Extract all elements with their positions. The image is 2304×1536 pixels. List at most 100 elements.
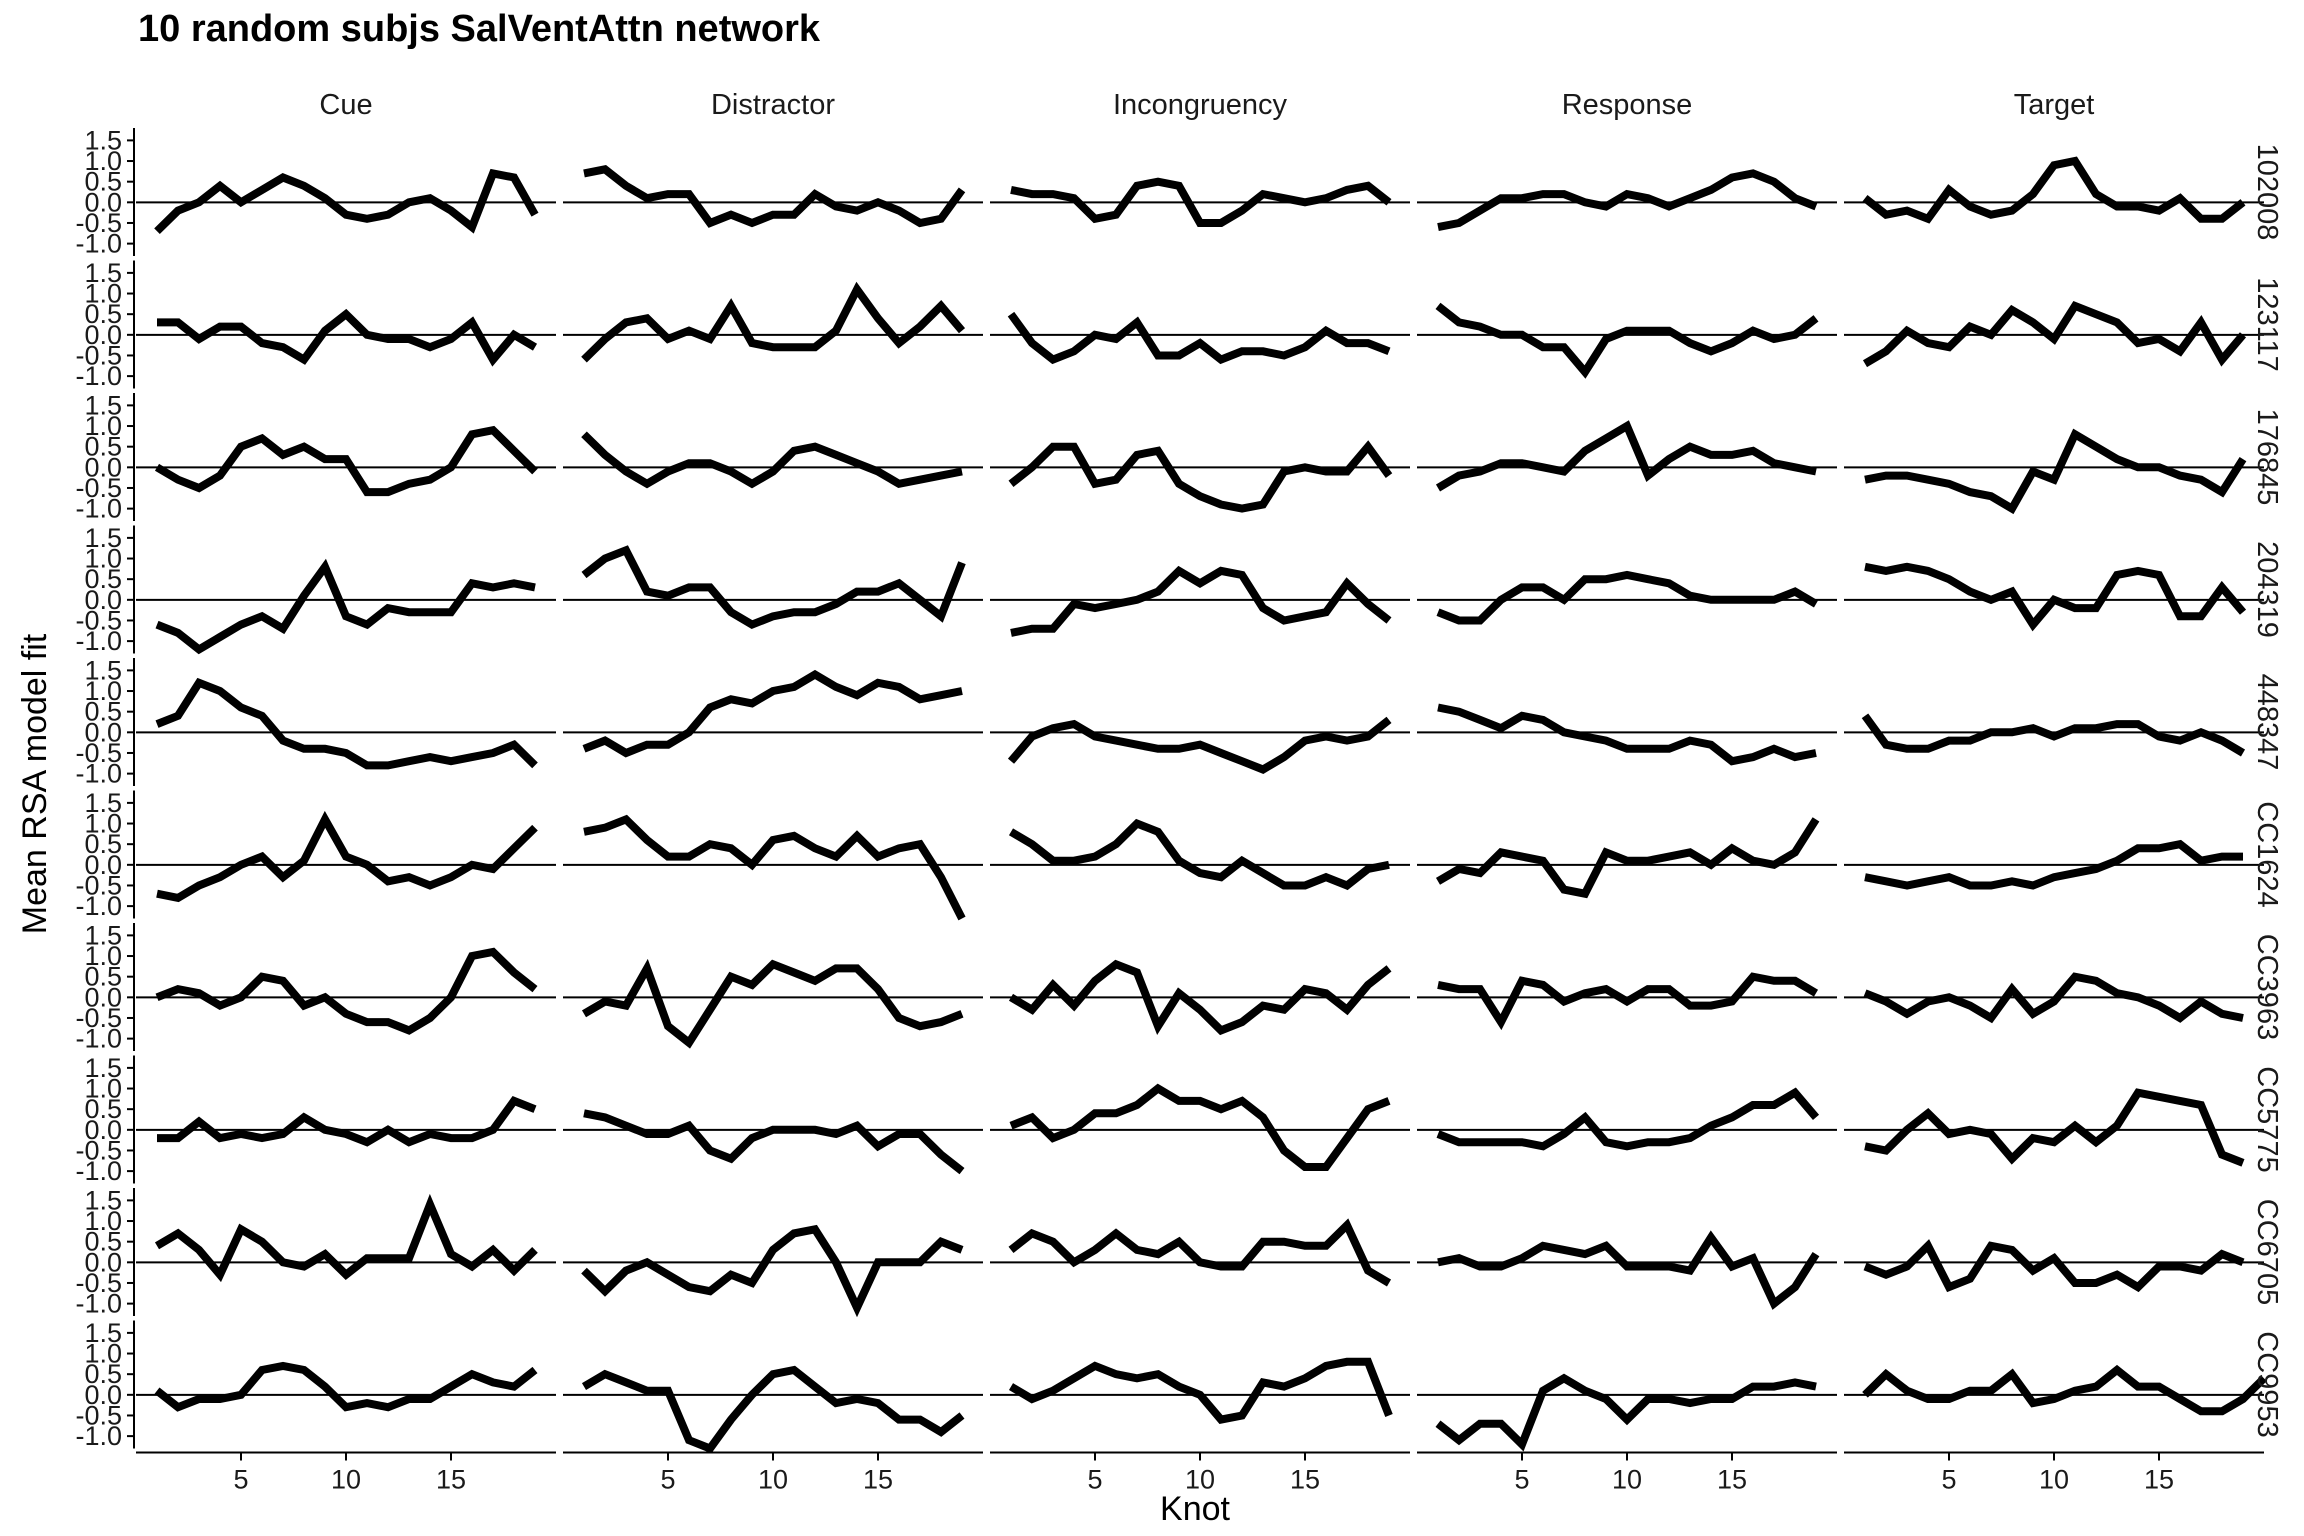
y-tick-label: 0.5 [84, 1227, 122, 1257]
y-tick-label: 1.5 [84, 788, 122, 818]
series-line-cc6705-target [1863, 1239, 2245, 1293]
series-line-176845-distractor [581, 431, 963, 489]
y-tick-label: 1.0 [84, 809, 122, 839]
y-tick-label: -0.5 [75, 208, 122, 238]
y-tick-label: -0.5 [75, 870, 122, 900]
series-line-cc3963-response [1437, 972, 1819, 1031]
series-line-176845-incongruency [1008, 440, 1393, 513]
y-tick-label: 0.5 [84, 564, 122, 594]
y-axis-title: Mean RSA model fit [16, 633, 54, 934]
series-line-cc5775-cue [157, 1096, 537, 1147]
y-tick-label: 1.0 [84, 1339, 122, 1369]
y-tick-label: 0.0 [84, 320, 122, 350]
series-line-176845-target [1864, 428, 2247, 515]
x-tick-label: 15 [1717, 1465, 1747, 1495]
series-line-176845-cue [154, 425, 538, 497]
x-tick-label: 5 [1514, 1465, 1529, 1495]
y-tick-label: 1.5 [84, 920, 122, 950]
series-line-204319-response [1436, 570, 1819, 625]
series-line-102008-cue [154, 168, 539, 235]
y-tick-label: -0.5 [75, 1400, 122, 1430]
y-tick-label: 0.0 [84, 717, 122, 747]
series-line-cc9953-incongruency [1008, 1357, 1393, 1424]
series-line-cc1624-target [1864, 839, 2243, 890]
series-line-204319-distractor [581, 545, 966, 630]
y-tick-label: 1.0 [84, 1206, 122, 1236]
series-line-cc3963-target [1863, 972, 2244, 1024]
x-tick-label: 15 [863, 1465, 893, 1495]
y-tick-label: 1.0 [84, 544, 122, 574]
y-tick-label: -1.0 [75, 494, 122, 524]
series-line-cc5775-response [1436, 1087, 1820, 1151]
x-tick-label: 5 [233, 1465, 248, 1495]
y-tick-label: 1.0 [84, 1074, 122, 1104]
series-line-123117-cue [157, 308, 538, 367]
y-tick-label: -0.5 [75, 1268, 122, 1298]
y-tick-label: -1.0 [75, 626, 122, 656]
row-label-123117: 123117 [2251, 277, 2283, 372]
series-line-cc1624-distractor [583, 814, 966, 921]
series-line-cc1624-incongruency [1008, 818, 1390, 891]
series-line-204319-target [1864, 562, 2247, 632]
y-tick-label: 1.0 [84, 676, 122, 706]
x-tick-label: 10 [1185, 1465, 1215, 1495]
y-tick-label: 0.0 [84, 1247, 122, 1277]
series-line-cc3963-incongruency [1008, 959, 1392, 1036]
series-line-102008-distractor [583, 165, 966, 228]
column-label-incongruency: Incongruency [1113, 89, 1288, 121]
x-axis-title: Knot [1160, 1490, 1230, 1528]
y-tick-label: 0.5 [84, 167, 122, 197]
y-tick-label: -0.5 [75, 1003, 122, 1033]
series-line-102008-target [1862, 156, 2246, 224]
series-line-cc5775-distractor [583, 1109, 965, 1175]
y-tick-label: -0.5 [75, 1135, 122, 1165]
series-line-cc1624-response [1435, 817, 1820, 899]
y-tick-label: 1.0 [84, 411, 122, 441]
y-tick-label: -1.0 [75, 1156, 122, 1186]
series-line-cc6705-incongruency [1008, 1218, 1392, 1287]
series-line-102008-incongruency [1010, 177, 1392, 227]
row-label-cc5775: CC5775 [2251, 1066, 2283, 1172]
x-tick-label: 10 [331, 1465, 361, 1495]
y-tick-label: 0.0 [84, 187, 122, 217]
y-tick-label: 1.5 [84, 125, 122, 155]
x-tick-label: 15 [2144, 1465, 2174, 1495]
series-line-176845-response [1435, 420, 1817, 492]
series-line-cc5775-incongruency [1009, 1083, 1391, 1171]
panel-group [136, 156, 2267, 1454]
series-line-204319-cue [155, 558, 536, 655]
y-tick-label: -1.0 [75, 759, 122, 789]
series-line-102008-response [1437, 169, 1818, 232]
x-tick-label: 10 [2039, 1465, 2069, 1495]
series-line-cc9953-distractor [581, 1365, 965, 1454]
y-tick-label: 1.5 [84, 1318, 122, 1348]
y-tick-label: -1.0 [75, 229, 122, 259]
series-line-123117-distractor [581, 281, 966, 363]
y-tick-label: 1.0 [84, 279, 122, 309]
series-line-448347-response [1437, 703, 1817, 766]
y-tick-label: 0.0 [84, 452, 122, 482]
series-line-cc9953-target [1862, 1364, 2267, 1416]
y-tick-label: 1.0 [84, 146, 122, 176]
series-line-cc6705-response [1437, 1230, 1820, 1310]
x-tick-label: 5 [660, 1465, 675, 1495]
column-label-target: Target [2014, 89, 2095, 121]
y-tick-label: 0.0 [84, 1380, 122, 1410]
row-label-cc1624: CC1624 [2251, 801, 2283, 907]
x-tick-label: 5 [1087, 1465, 1102, 1495]
y-tick-label: 1.0 [84, 941, 122, 971]
y-tick-label: -0.5 [75, 340, 122, 370]
series-line-448347-distractor [582, 669, 963, 758]
y-tick-label: 1.5 [84, 523, 122, 553]
row-label-204319: 204319 [2251, 541, 2283, 638]
y-tick-label: 1.5 [84, 390, 122, 420]
y-tick-label: 0.5 [84, 1094, 122, 1124]
y-tick-label: 1.5 [84, 1185, 122, 1215]
y-tick-label: 0.5 [84, 962, 122, 992]
y-tick-label: -1.0 [75, 1421, 122, 1451]
chart-title: 10 random subjs SalVentAttn network [138, 8, 821, 50]
y-tick-label: 0.0 [84, 850, 122, 880]
y-tick-label: 0.5 [84, 1359, 122, 1389]
y-tick-label: 0.5 [84, 432, 122, 462]
y-tick-label: 1.5 [84, 655, 122, 685]
